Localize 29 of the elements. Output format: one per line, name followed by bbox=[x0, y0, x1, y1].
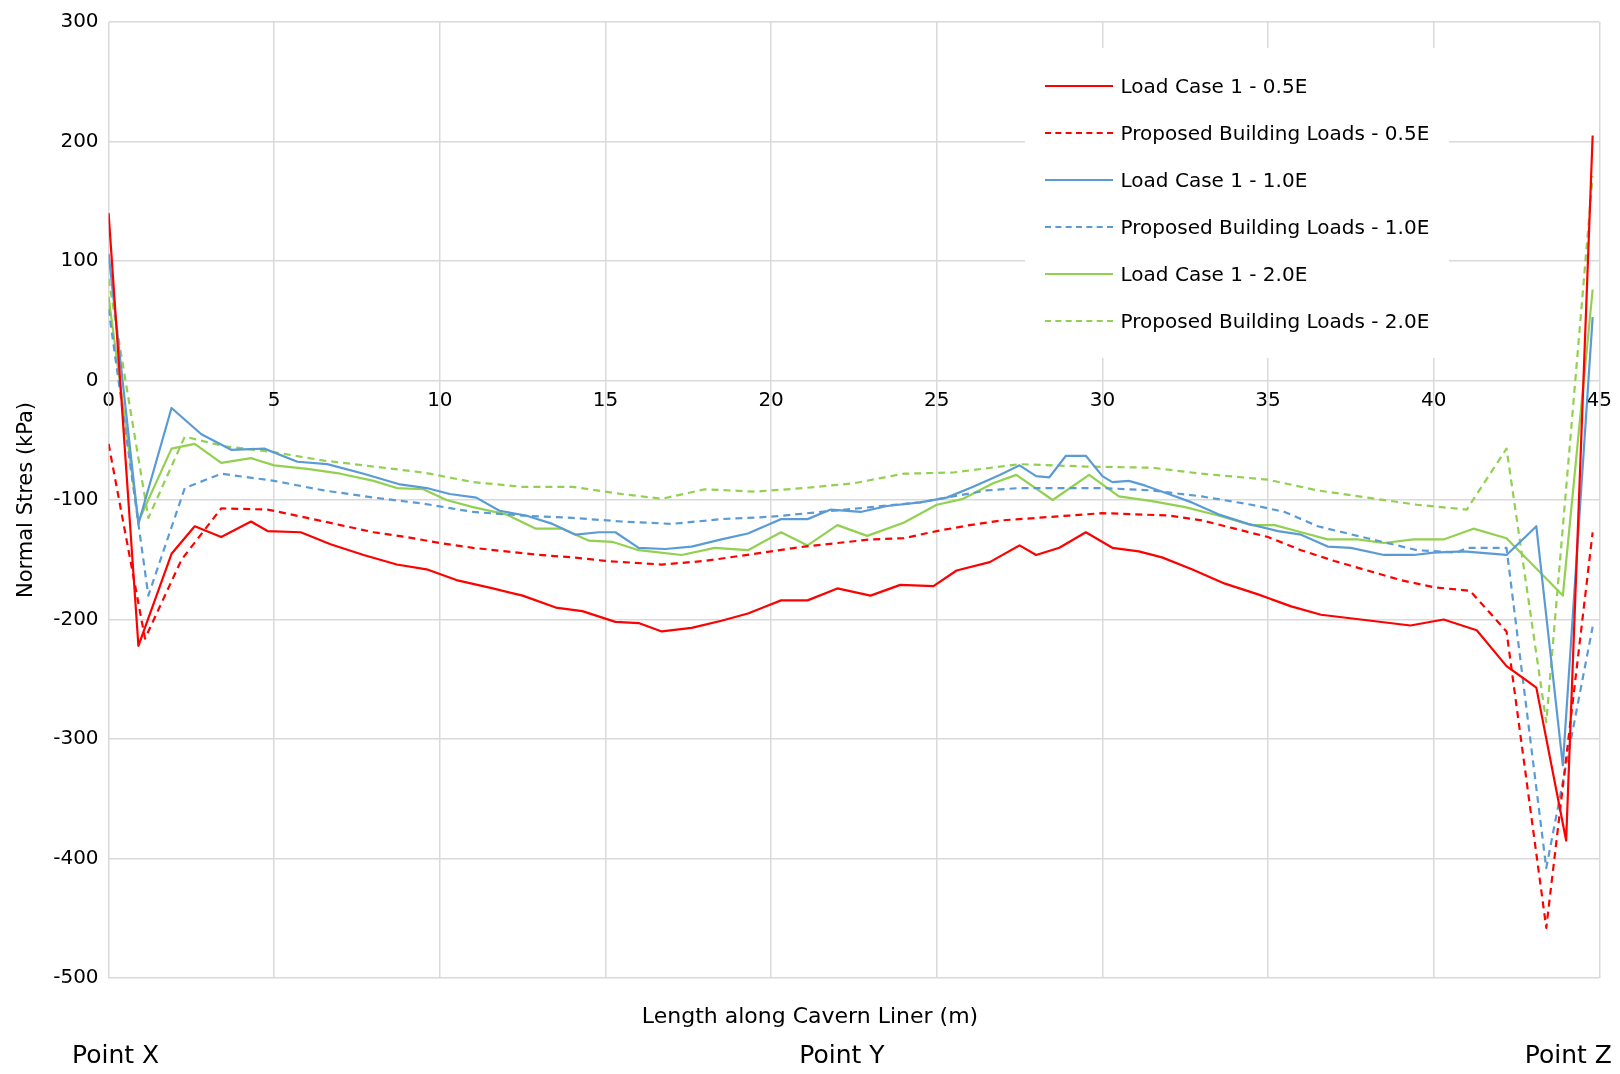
x-tick-label: 40 bbox=[1420, 386, 1447, 411]
legend-label: Proposed Building Loads - 1.0E bbox=[1120, 214, 1430, 239]
y-tick-label: 100 bbox=[60, 247, 99, 272]
x-tick-label: 30 bbox=[1089, 386, 1116, 411]
legend-label: Load Case 1 - 2.0E bbox=[1120, 261, 1308, 286]
y-tick-label: -500 bbox=[53, 964, 99, 989]
x-axis-title: Length along Cavern Liner (m) bbox=[640, 1003, 980, 1028]
y-tick-label: 200 bbox=[60, 127, 99, 152]
x-tick-label: 5 bbox=[267, 386, 281, 411]
text: Point Z bbox=[1524, 1040, 1612, 1069]
x-tick-label: 10 bbox=[427, 386, 453, 411]
x-tick-label: 25 bbox=[924, 386, 950, 411]
x-tick-label: 15 bbox=[592, 386, 619, 411]
y-tick-label: 300 bbox=[60, 8, 99, 33]
text: Point Y bbox=[799, 1040, 885, 1069]
y-axis-title: Normal Stres (kPa) bbox=[13, 401, 38, 599]
y-tick-label: -400 bbox=[53, 844, 99, 869]
x-tick-label: 45 bbox=[1586, 386, 1612, 411]
legend-label: Proposed Building Loads - 0.5E bbox=[1120, 120, 1430, 145]
y-tick-label: 0 bbox=[85, 366, 99, 391]
legend-label: Load Case 1 - 1.0E bbox=[1120, 167, 1308, 192]
x-tick-label: 20 bbox=[758, 386, 784, 411]
y-tick-label: -100 bbox=[53, 486, 99, 511]
legend-label: Proposed Building Loads - 2.0E bbox=[1120, 308, 1430, 333]
text: Point X bbox=[72, 1040, 160, 1069]
y-tick-label: -200 bbox=[53, 605, 99, 630]
x-tick-label: 35 bbox=[1255, 386, 1281, 411]
y-tick-label: -300 bbox=[53, 725, 99, 750]
legend-label: Load Case 1 - 0.5E bbox=[1120, 73, 1308, 98]
